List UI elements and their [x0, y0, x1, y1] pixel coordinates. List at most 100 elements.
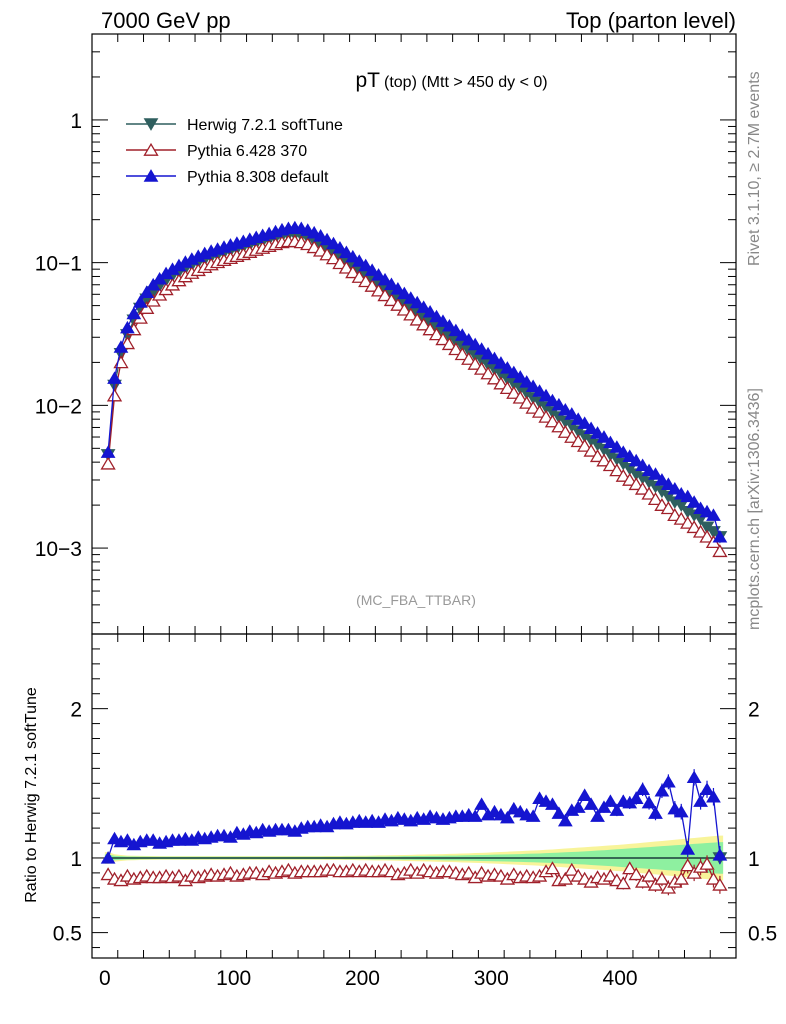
pythia6-point	[712, 544, 728, 558]
pythia8-point	[358, 258, 374, 272]
pythia6-point	[609, 463, 625, 477]
pythia8-point	[396, 286, 412, 300]
pythia6-point	[100, 456, 116, 470]
pythia8-point	[551, 397, 567, 411]
pythia6-point	[602, 458, 619, 472]
pythia8-point	[557, 403, 573, 416]
pythia6-ratio-point	[641, 868, 657, 882]
legend-label: Pythia 8.308 default	[187, 169, 329, 186]
pythia8-point	[545, 393, 560, 407]
pythia6-point	[454, 347, 470, 361]
pythia6-point	[531, 404, 548, 418]
pythia8-point	[100, 445, 116, 458]
pythia8-point	[532, 384, 547, 397]
pythia8-point	[371, 268, 386, 281]
pythia6-ratio-point	[628, 867, 644, 881]
pythia6-ratio-point	[673, 871, 689, 885]
pythia8-point	[351, 254, 367, 267]
pythia8-point	[442, 318, 457, 332]
herwig-line	[107, 234, 721, 538]
pythia8-point	[590, 426, 605, 439]
pythia8-point	[429, 309, 444, 323]
pythia6-ratio-point	[557, 871, 573, 885]
pythia8-point	[680, 489, 696, 503]
analysis-watermark: (MC_FBA_TTBAR)	[356, 592, 476, 608]
pythia8-ratio-point	[577, 788, 593, 801]
pythia8-point	[107, 371, 122, 384]
pythia6-point	[461, 351, 477, 365]
pythia8-point	[654, 473, 670, 486]
pythia6-ratio-point	[622, 861, 638, 875]
pythia8-point	[339, 245, 354, 259]
legend: Herwig 7.2.1 softTune Pythia 6.428 370 Pyt…	[126, 117, 343, 186]
ratio-frame	[91, 633, 737, 959]
ratio-panel: 0.5 0.5 1 1 2 2 0 100 200 300 400	[53, 633, 777, 990]
pythia6-point	[448, 342, 464, 356]
pythia6-point	[544, 414, 561, 428]
pythia6-ratio-point	[712, 877, 728, 891]
pythia8-point	[564, 407, 580, 420]
x-tick-label: 0	[99, 967, 111, 990]
pythia6-point	[377, 288, 393, 302]
herwig-point	[673, 499, 689, 512]
pythia6-point	[467, 356, 483, 370]
y-tick-label: 1	[70, 110, 82, 133]
pythia6-point	[493, 376, 509, 390]
pythia8-point	[712, 529, 728, 543]
pythia6-point	[480, 366, 496, 380]
pythia8-point	[615, 445, 631, 458]
y-tick-label: 0.5	[53, 923, 82, 946]
pythia8-ratio-point	[100, 851, 116, 864]
pythia6-point	[628, 477, 644, 491]
y-tick-label-right: 1	[748, 848, 760, 871]
pythia8-point	[403, 291, 419, 304]
pythia6-point	[106, 388, 123, 402]
ratio-ylabel: Ratio to Herwig 7.2.1 softTune	[23, 687, 40, 903]
pythia8-ratio-point	[570, 800, 586, 813]
pythia8-point	[474, 342, 489, 355]
pythia8-point	[377, 272, 393, 286]
pythia8-point	[454, 328, 470, 341]
pythia6-point	[589, 449, 606, 463]
pythia8-point	[570, 412, 586, 425]
pythia8-ratio-point	[603, 794, 618, 807]
pythia8-ratio-point	[628, 791, 644, 804]
pythia6-point	[641, 486, 657, 500]
pythia6-ratio-point	[654, 871, 670, 885]
pythia6-point	[403, 307, 419, 321]
pythia6-point	[538, 409, 554, 423]
pythia8-point	[120, 320, 135, 334]
pythia8-point	[461, 332, 477, 346]
pythia6-point	[416, 317, 432, 331]
pythia8-point	[467, 337, 483, 351]
pythia6-point	[325, 251, 342, 265]
pythia6-ratio-point	[699, 856, 715, 870]
pythia8-point	[113, 340, 129, 353]
y-tick-label: 1	[70, 848, 82, 871]
pythia8-point	[706, 508, 721, 521]
y-tick-label: 10−2	[35, 395, 82, 418]
pythia8-point	[500, 361, 515, 374]
pythia6-ratio-point	[615, 876, 631, 890]
pythia6-point	[332, 256, 348, 270]
pythia8-ratio-point	[686, 770, 702, 784]
legend-marker	[143, 169, 159, 182]
pythia6-point	[583, 443, 599, 457]
legend-marker	[143, 118, 159, 131]
legend-label: Herwig 7.2.1 softTune	[187, 117, 343, 134]
legend-marker	[143, 142, 159, 156]
x-tick-label: 200	[345, 967, 380, 990]
pythia8-ratio-point	[641, 795, 657, 809]
y-tick-label: 10−3	[35, 538, 82, 561]
pythia8-ratio-point	[557, 813, 573, 827]
pythia8-ratio-point	[525, 809, 541, 822]
pythia8-ratio-point	[680, 842, 696, 855]
pythia6-point	[692, 524, 709, 538]
pythia6-point	[647, 492, 664, 506]
pythia8-ratio-point	[120, 833, 135, 846]
pythia8-ratio-point	[545, 797, 560, 810]
pythia6-ratio-point	[461, 865, 477, 879]
pythia8-ratio-point	[500, 810, 515, 824]
pythia8-ratio-point	[673, 804, 689, 818]
